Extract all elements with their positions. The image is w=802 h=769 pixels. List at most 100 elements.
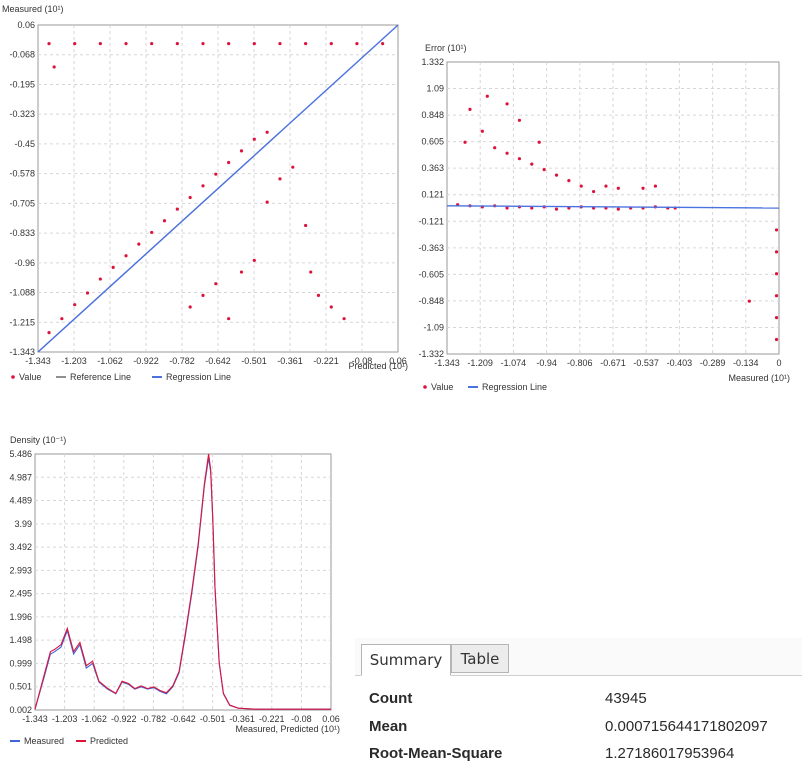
- x-tick-label: -0.501: [200, 714, 226, 724]
- scatter-point: [774, 250, 779, 254]
- scatter-point: [265, 130, 269, 134]
- scatter-point: [653, 184, 657, 188]
- scatter-point: [505, 206, 509, 210]
- x-tick-label: -0.782: [169, 356, 195, 366]
- y-tick-label: 1.09: [426, 84, 444, 94]
- scatter-point: [774, 272, 779, 276]
- y-tick-label: 3.492: [9, 542, 32, 552]
- y-axis-title: Measured (10¹): [2, 4, 64, 14]
- x-tick-label: -1.343: [434, 358, 460, 368]
- x-tick-label: -0.806: [567, 358, 593, 368]
- scatter-point: [463, 140, 467, 144]
- stat-row-count: Count 43945: [355, 690, 802, 714]
- scatter-point: [493, 146, 497, 150]
- y-tick-label: 1.996: [9, 612, 32, 622]
- predicted-measured-scatter-chart: -1.343 -1.203 -1.062 -0.922 -0.782 -0.642 -0.5…: [2, 4, 408, 382]
- scatter-point: [214, 172, 218, 176]
- y-tick-label: -0.195: [9, 79, 35, 89]
- scatter-point: [47, 331, 51, 335]
- scatter-point: [124, 254, 128, 258]
- scatter-point: [47, 42, 51, 46]
- x-tick-label: 0: [776, 358, 781, 368]
- scatter-point: [604, 184, 608, 188]
- scatter-point: [591, 189, 596, 194]
- tab-bar: Summary Table: [355, 638, 802, 676]
- scatter-point: [485, 94, 489, 98]
- y-tick-label: -0.578: [9, 169, 35, 179]
- scatter-point: [188, 305, 192, 309]
- scatter-point: [124, 42, 128, 46]
- scatter-point: [774, 294, 779, 298]
- y-tick-label: -0.121: [418, 216, 444, 226]
- scatter-point: [52, 65, 56, 69]
- scatter-point: [304, 42, 308, 46]
- x-tick-label: -1.209: [467, 358, 493, 368]
- legend-swatch: [423, 385, 427, 389]
- scatter-point: [175, 42, 179, 46]
- scatter-point: [480, 129, 484, 133]
- x-axis-title: Predicted (10¹): [348, 361, 408, 371]
- x-tick-label: -0.403: [667, 358, 693, 368]
- scatter-point: [505, 151, 509, 155]
- stat-value: 0.000715644171802097: [605, 718, 768, 735]
- x-tick-label: -0.782: [141, 714, 167, 724]
- scatter-point: [98, 277, 102, 281]
- y-tick-label: -1.343: [9, 347, 35, 357]
- regression-line: [37, 24, 399, 353]
- x-tick-label: -0.922: [111, 714, 137, 724]
- y-tick-label: 2.993: [9, 565, 32, 575]
- scatter-point: [554, 207, 559, 211]
- x-tick-label: -0.08: [352, 356, 373, 366]
- scatter-point: [774, 316, 779, 320]
- scatter-point: [111, 265, 115, 269]
- x-tick-label: -1.074: [501, 358, 527, 368]
- x-tick-label: -1.203: [61, 356, 87, 366]
- scatter-point: [309, 270, 313, 274]
- scatter-point: [517, 118, 522, 122]
- scatter-point: [747, 299, 751, 303]
- x-axis-title: Measured (10¹): [728, 373, 790, 383]
- scatter-point: [554, 173, 559, 177]
- x-axis-title: Measured, Predicted (10¹): [235, 724, 340, 734]
- tab-table[interactable]: Table: [451, 644, 509, 673]
- legend-label: Measured: [24, 736, 64, 746]
- scatter-point: [239, 270, 244, 274]
- scatter-point: [468, 107, 472, 111]
- scatter-point: [567, 178, 571, 183]
- x-tick-label: -1.062: [81, 714, 107, 724]
- y-tick-label: 4.987: [9, 472, 32, 482]
- x-tick-label: -1.343: [22, 714, 48, 724]
- regression-line: [446, 205, 780, 209]
- y-tick-label: -1.09: [423, 322, 444, 332]
- y-tick-label: -0.605: [418, 269, 444, 279]
- tab-summary[interactable]: Summary: [361, 644, 451, 676]
- scatter-point: [530, 162, 534, 166]
- summary-panel: Summary Table Count 43945 Mean 0.0007156…: [355, 638, 802, 766]
- scatter-point: [252, 258, 256, 263]
- x-tick-label: -0.501: [241, 356, 267, 366]
- x-tick-label: -1.343: [25, 356, 51, 366]
- x-tick-label: -0.221: [259, 714, 285, 724]
- legend-label: Value: [19, 372, 41, 382]
- y-axis-title: Error (10¹): [425, 43, 467, 53]
- scatter-point: [201, 184, 205, 188]
- y-tick-label: -0.363: [418, 243, 444, 253]
- x-tick-label: -0.922: [133, 356, 159, 366]
- scatter-point: [278, 177, 282, 181]
- scatter-point: [150, 42, 154, 46]
- scatter-point: [188, 195, 192, 200]
- series-line-predicted: [34, 453, 331, 710]
- scatter-point: [265, 200, 269, 204]
- scatter-point: [60, 317, 64, 321]
- y-tick-label: 4.489: [9, 496, 32, 506]
- x-tick-label: -1.062: [97, 356, 123, 366]
- x-tick-label: -0.221: [313, 356, 339, 366]
- x-tick-label: 0.06: [322, 714, 340, 724]
- legend-label: Reference Line: [70, 372, 131, 382]
- scatter-point: [201, 293, 205, 297]
- y-tick-label: 3.99: [14, 519, 32, 529]
- scatter-point: [162, 219, 167, 223]
- scatter-point: [278, 42, 282, 46]
- y-tick-label: 0.06: [17, 20, 35, 30]
- scatter-point: [616, 207, 620, 211]
